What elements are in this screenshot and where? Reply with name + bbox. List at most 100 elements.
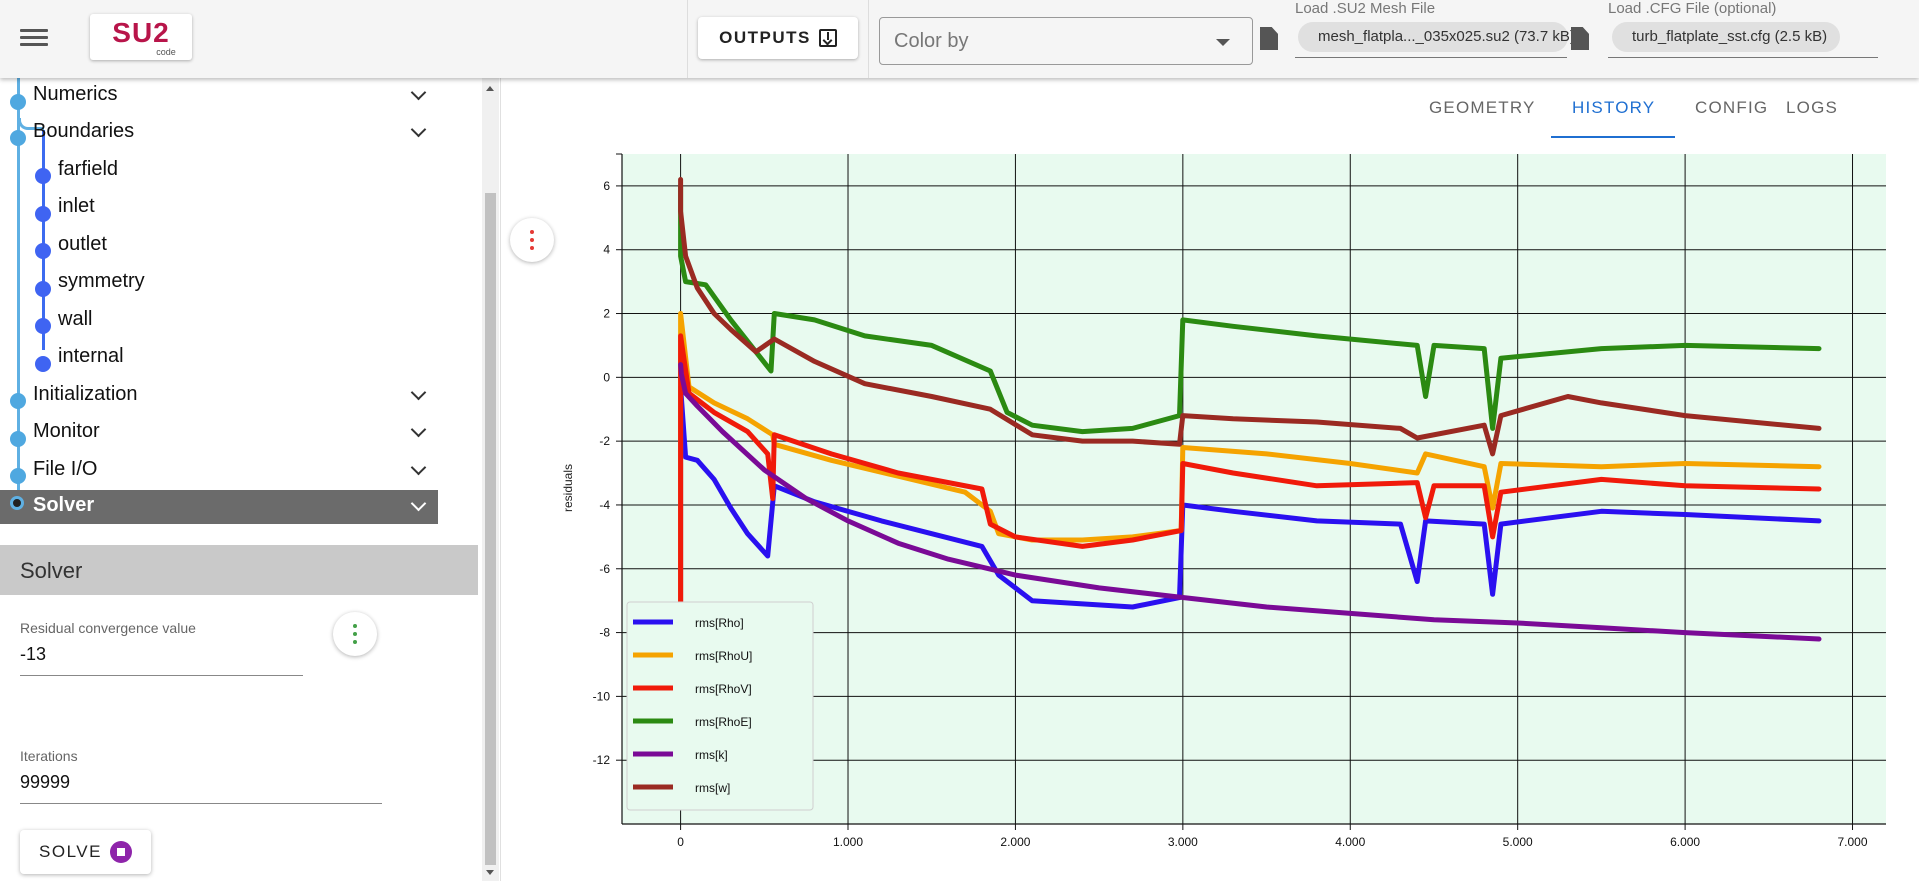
tree-node — [10, 130, 26, 146]
iterations-underline — [20, 803, 382, 804]
mesh-file-label: Load .SU2 Mesh File — [1295, 0, 1436, 17]
scroll-thumb[interactable] — [485, 193, 496, 865]
chart-options-button[interactable] — [510, 218, 554, 262]
tab-config[interactable]: CONFIG — [1695, 98, 1769, 117]
chevron-down-icon[interactable] — [410, 495, 427, 512]
solve-button[interactable]: SOLVE — [20, 830, 151, 874]
iterations-label: Iterations — [20, 748, 78, 764]
more-options-button[interactable] — [333, 612, 377, 656]
residual-input[interactable]: -13 — [20, 644, 47, 664]
section-solver: Solver — [33, 494, 95, 516]
series-line — [678, 333, 1822, 620]
chevron-down-icon[interactable] — [410, 384, 427, 401]
x-tick-label: 5,000 — [1503, 835, 1533, 846]
top-app-bar: SU2 code OUTPUTS Color by Load .SU2 Mesh… — [0, 0, 1919, 78]
stop-icon — [109, 841, 132, 863]
solve-label: SOLVE — [39, 842, 102, 861]
residual-underline — [20, 675, 303, 676]
cfg-file-underline — [1608, 57, 1878, 58]
outputs-button[interactable]: OUTPUTS — [698, 17, 858, 59]
section-initialization[interactable]: Initialization — [33, 383, 138, 405]
outputs-label: OUTPUTS — [719, 28, 811, 47]
tree-subnode — [35, 318, 51, 334]
x-tick-label: 6,000 — [1670, 835, 1700, 846]
series-line — [678, 362, 1822, 642]
chevron-down-icon[interactable] — [410, 421, 427, 438]
mesh-file-underline — [1295, 57, 1567, 58]
color-by-placeholder: Color by — [894, 30, 969, 52]
section-boundaries[interactable]: Boundaries — [33, 120, 135, 142]
residuals-chart: 0 1,000 2,000 3,000 4,000 5,000 6,000 7,000 6 4 2 0… — [561, 153, 1886, 846]
scroll-down-arrow-icon[interactable] — [486, 870, 494, 875]
divider — [687, 0, 688, 78]
tree-subnode — [35, 243, 51, 259]
section-solver-selected[interactable]: Solver — [0, 490, 438, 524]
scroll-up-arrow-icon[interactable] — [486, 86, 494, 91]
boundary-item[interactable]: outlet — [58, 233, 107, 255]
tab-history[interactable]: HISTORY — [1572, 98, 1656, 117]
iterations-input[interactable]: 99999 — [20, 772, 71, 792]
y-tick-label: 0 — [603, 370, 610, 384]
active-tab-indicator — [1551, 136, 1675, 138]
plot-area — [622, 154, 1886, 824]
section-numerics[interactable]: Numerics — [33, 83, 118, 105]
tree-node-active — [10, 496, 24, 510]
legend-label: rms[Rho] — [695, 616, 744, 630]
chevron-down-icon[interactable] — [410, 459, 427, 476]
legend-label: rms[RhoV] — [695, 682, 752, 696]
legend-label: rms[k] — [695, 748, 728, 762]
residual-label: Residual convergence value — [20, 620, 196, 636]
y-tick-label: 2 — [603, 307, 610, 321]
tree-connector — [18, 118, 44, 130]
series-line — [678, 384, 1822, 620]
series-line — [678, 311, 1822, 620]
cfg-file-chip[interactable]: turb_flatplate_sst.cfg (2.5 kB) — [1612, 22, 1840, 52]
chevron-down-icon[interactable] — [410, 121, 427, 138]
x-tick-label: 0 — [677, 835, 684, 846]
section-file-io[interactable]: File I/O — [33, 458, 98, 480]
y-tick-label: -10 — [593, 689, 611, 703]
boundary-item[interactable]: wall — [58, 308, 93, 330]
su2-logo: SU2 code — [90, 14, 192, 60]
x-tick-label: 2,000 — [1000, 835, 1030, 846]
tree-subnode — [35, 281, 51, 297]
mesh-file-chip[interactable]: mesh_flatpla..._035x025.su2 (73.7 kB) — [1298, 22, 1575, 52]
solver-panel-title: Solver — [20, 558, 83, 583]
tab-geometry[interactable]: GEOMETRY — [1429, 98, 1536, 117]
x-tick-label: 7,000 — [1838, 835, 1868, 846]
file-icon[interactable] — [1260, 27, 1278, 50]
tree-line — [42, 130, 45, 350]
y-tick-label: 4 — [603, 243, 610, 257]
tree-node — [10, 393, 26, 409]
x-tick-label: 3,000 — [1168, 835, 1198, 846]
x-tick-label: 4,000 — [1335, 835, 1365, 846]
y-tick-label: -2 — [599, 434, 610, 448]
boundary-item[interactable]: inlet — [58, 195, 95, 217]
y-tick-label: 6 — [603, 179, 610, 193]
dropdown-arrow-icon — [1216, 39, 1230, 46]
sidebar-scrollbar[interactable] — [482, 78, 499, 881]
chevron-down-icon[interactable] — [410, 84, 427, 101]
y-tick-label: -8 — [599, 626, 610, 640]
logo-subtext: code — [156, 47, 176, 57]
series-line — [678, 177, 1822, 457]
file-icon[interactable] — [1571, 27, 1589, 50]
legend-label: rms[RhoE] — [695, 715, 752, 729]
y-tick-label: -12 — [593, 753, 611, 767]
boundary-item[interactable]: internal — [58, 345, 124, 367]
tree-line — [17, 78, 20, 490]
boundary-item[interactable]: symmetry — [58, 270, 145, 292]
section-monitor[interactable]: Monitor — [33, 420, 100, 442]
y-tick-label: -6 — [599, 562, 610, 576]
tree-subnode — [35, 356, 51, 372]
color-by-select[interactable]: Color by — [879, 17, 1253, 65]
tree-node — [10, 468, 26, 484]
tab-logs[interactable]: LOGS — [1786, 98, 1839, 117]
boundary-item[interactable]: farfield — [58, 158, 119, 180]
solver-panel-header: Solver — [0, 545, 478, 595]
tree-subnode — [35, 206, 51, 222]
tree-node — [10, 431, 26, 447]
menu-icon[interactable] — [20, 26, 48, 50]
y-axis-label: residuals — [561, 464, 575, 512]
cfg-file-label: Load .CFG File (optional) — [1608, 0, 1777, 17]
